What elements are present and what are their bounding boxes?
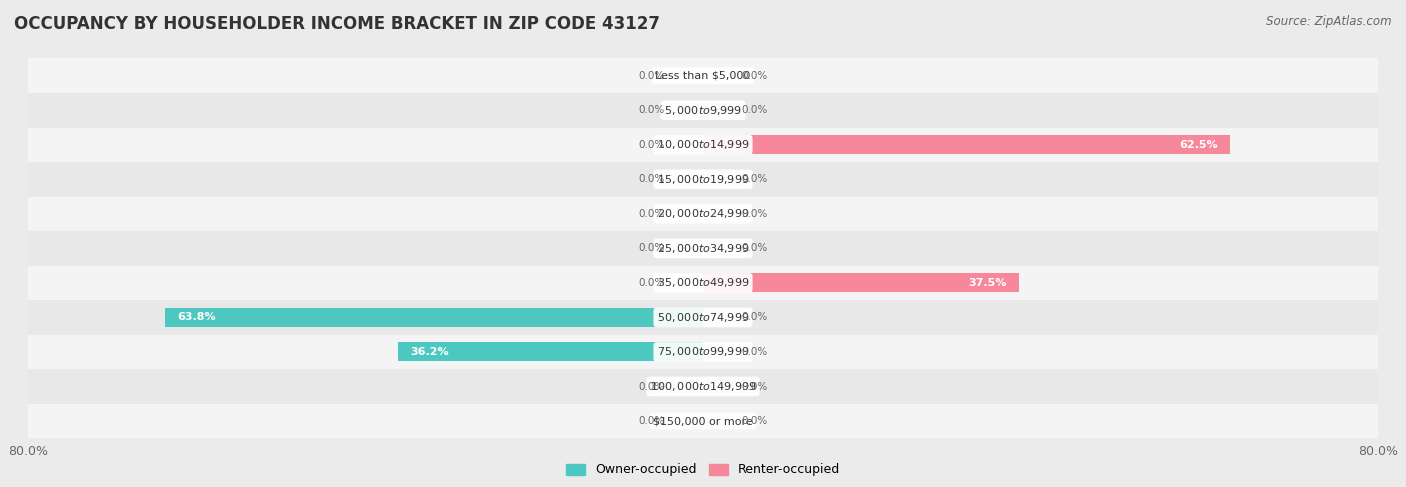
Bar bbox=[0, 58, 1406, 93]
Text: 0.0%: 0.0% bbox=[638, 416, 665, 426]
Text: $150,000 or more: $150,000 or more bbox=[654, 416, 752, 426]
Bar bbox=[0, 265, 1406, 300]
Text: $20,000 to $24,999: $20,000 to $24,999 bbox=[657, 207, 749, 220]
Bar bbox=[398, 342, 703, 361]
Text: 0.0%: 0.0% bbox=[741, 381, 768, 392]
Text: Source: ZipAtlas.com: Source: ZipAtlas.com bbox=[1267, 15, 1392, 28]
Text: 0.0%: 0.0% bbox=[638, 278, 665, 288]
Text: 0.0%: 0.0% bbox=[741, 347, 768, 357]
Text: 0.0%: 0.0% bbox=[741, 313, 768, 322]
Text: $35,000 to $49,999: $35,000 to $49,999 bbox=[657, 277, 749, 289]
Text: 37.5%: 37.5% bbox=[969, 278, 1007, 288]
Text: 0.0%: 0.0% bbox=[638, 244, 665, 253]
Text: $100,000 to $149,999: $100,000 to $149,999 bbox=[650, 380, 756, 393]
Text: 0.0%: 0.0% bbox=[638, 381, 665, 392]
Bar bbox=[0, 231, 1406, 265]
Bar bbox=[0, 128, 1406, 162]
Bar bbox=[0, 93, 1406, 128]
Bar bbox=[0, 197, 1406, 231]
Text: 0.0%: 0.0% bbox=[638, 140, 665, 150]
Bar bbox=[165, 308, 703, 327]
Text: Less than $5,000: Less than $5,000 bbox=[655, 71, 751, 81]
Bar bbox=[703, 273, 1019, 292]
Text: $75,000 to $99,999: $75,000 to $99,999 bbox=[657, 345, 749, 358]
Text: OCCUPANCY BY HOUSEHOLDER INCOME BRACKET IN ZIP CODE 43127: OCCUPANCY BY HOUSEHOLDER INCOME BRACKET … bbox=[14, 15, 659, 33]
Text: $5,000 to $9,999: $5,000 to $9,999 bbox=[664, 104, 742, 117]
Text: 0.0%: 0.0% bbox=[741, 244, 768, 253]
Text: 0.0%: 0.0% bbox=[741, 209, 768, 219]
Text: $25,000 to $34,999: $25,000 to $34,999 bbox=[657, 242, 749, 255]
Bar bbox=[0, 335, 1406, 369]
Text: 0.0%: 0.0% bbox=[638, 71, 665, 81]
Text: $10,000 to $14,999: $10,000 to $14,999 bbox=[657, 138, 749, 151]
Bar bbox=[0, 162, 1406, 197]
Text: 36.2%: 36.2% bbox=[411, 347, 449, 357]
Text: 63.8%: 63.8% bbox=[177, 313, 217, 322]
Text: 0.0%: 0.0% bbox=[638, 209, 665, 219]
Bar bbox=[0, 369, 1406, 404]
Text: 0.0%: 0.0% bbox=[638, 174, 665, 184]
Text: 62.5%: 62.5% bbox=[1180, 140, 1218, 150]
Text: 0.0%: 0.0% bbox=[741, 174, 768, 184]
Text: 0.0%: 0.0% bbox=[741, 105, 768, 115]
Bar bbox=[703, 135, 1230, 154]
Bar bbox=[0, 300, 1406, 335]
Text: 0.0%: 0.0% bbox=[638, 105, 665, 115]
Text: $50,000 to $74,999: $50,000 to $74,999 bbox=[657, 311, 749, 324]
Bar bbox=[0, 404, 1406, 438]
Text: 0.0%: 0.0% bbox=[741, 416, 768, 426]
Text: 0.0%: 0.0% bbox=[741, 71, 768, 81]
Legend: Owner-occupied, Renter-occupied: Owner-occupied, Renter-occupied bbox=[561, 458, 845, 482]
Text: $15,000 to $19,999: $15,000 to $19,999 bbox=[657, 173, 749, 186]
